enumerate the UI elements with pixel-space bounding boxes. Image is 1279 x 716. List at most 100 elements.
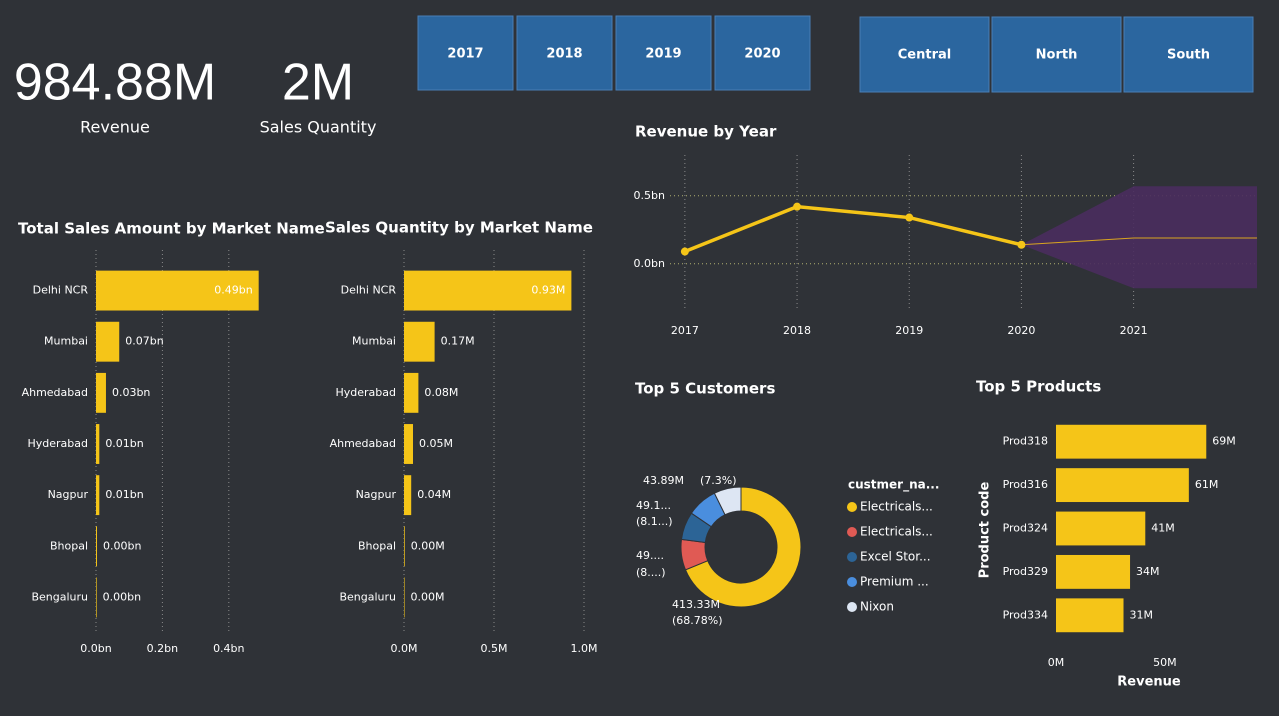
kpi-label: Sales Quantity	[260, 118, 377, 137]
year-button[interactable]	[417, 15, 514, 91]
year-button-label[interactable]: 2017	[447, 47, 483, 62]
bar	[96, 321, 120, 362]
bar	[404, 526, 405, 567]
x-tick-label: 0.0M	[391, 642, 418, 655]
x-tick-label: 1.0M	[571, 642, 598, 655]
point	[793, 202, 802, 211]
value-label: 0.04M	[417, 488, 451, 501]
kpi-label: Revenue	[80, 118, 150, 137]
year-button[interactable]	[615, 15, 712, 91]
legend-label[interactable]: Electricals...	[860, 525, 933, 539]
bar	[404, 475, 412, 516]
kpi-value: 2M	[282, 54, 354, 112]
value-label: 43.89M	[643, 474, 684, 487]
zone-button[interactable]	[991, 16, 1122, 93]
value-label: 41M	[1151, 522, 1175, 535]
point	[680, 247, 689, 256]
bar	[1056, 554, 1131, 589]
x-tick-label: 2021	[1120, 324, 1148, 337]
legend-swatch[interactable]	[847, 502, 857, 512]
value-label: 0.01bn	[105, 488, 143, 501]
category-label: Prod334	[1003, 608, 1048, 621]
x-tick-label: 2020	[1007, 324, 1035, 337]
legend-swatch[interactable]	[847, 577, 857, 587]
value-label: 49....	[636, 549, 664, 562]
zone-button-label[interactable]: Central	[898, 48, 951, 63]
value-label: 0.93M	[531, 284, 565, 297]
chart-title: Top 5 Products	[976, 378, 1101, 396]
year-button-label[interactable]: 2020	[744, 47, 780, 62]
zone-button[interactable]	[1123, 16, 1254, 93]
bar	[1056, 598, 1124, 633]
legend-label[interactable]: Premium ...	[860, 575, 929, 589]
value-label: 61M	[1195, 478, 1219, 491]
legend-label[interactable]: Electricals...	[860, 500, 933, 514]
x-tick-label: 0.0bn	[80, 642, 111, 655]
value-label: 0.05M	[419, 437, 453, 450]
x-tick-label: 0.2bn	[147, 642, 178, 655]
bar	[96, 372, 106, 413]
donut-slice	[684, 486, 802, 608]
bar	[404, 270, 572, 311]
value-label: 413.33M	[672, 598, 720, 611]
category-label: Hyderabad	[28, 437, 89, 450]
bar	[404, 372, 419, 413]
bar	[404, 424, 413, 464]
category-label: Prod318	[1003, 435, 1048, 448]
value-label: 34M	[1136, 565, 1160, 578]
x-tick-label: 0.5M	[481, 642, 508, 655]
value-label: 0.00bn	[103, 539, 141, 552]
chart-title: Revenue by Year	[635, 123, 777, 141]
year-button[interactable]	[714, 15, 811, 91]
bar	[1056, 511, 1146, 546]
zone-button[interactable]	[859, 16, 990, 93]
value-label: 0.00bn	[103, 590, 141, 603]
percent-label: (8.1...)	[636, 515, 673, 528]
year-button[interactable]	[516, 15, 613, 91]
x-tick-label: 0.4bn	[213, 642, 244, 655]
legend-swatch[interactable]	[847, 527, 857, 537]
category-label: Delhi NCR	[341, 284, 397, 297]
category-label: Prod329	[1003, 565, 1048, 578]
category-label: Bhopal	[358, 539, 396, 552]
donut-slice	[713, 486, 742, 516]
chart-title: Sales Quantity by Market Name	[325, 219, 593, 237]
category-label: Nagpur	[356, 488, 397, 501]
percent-label: (7.3%)	[700, 474, 737, 487]
value-label: 31M	[1130, 608, 1154, 621]
category-label: Ahmedabad	[330, 437, 396, 450]
legend-label[interactable]: Excel Stor...	[860, 550, 931, 564]
category-label: Bengaluru	[339, 590, 396, 603]
forecast-band	[1021, 186, 1257, 289]
bar	[96, 270, 259, 311]
value-label: 69M	[1212, 435, 1236, 448]
point	[905, 213, 914, 222]
legend-swatch[interactable]	[847, 602, 857, 612]
category-label: Bhopal	[50, 539, 88, 552]
value-label: 0.00M	[411, 539, 445, 552]
year-button-label[interactable]: 2018	[546, 47, 582, 62]
legend-label[interactable]: Nixon	[860, 600, 894, 614]
value-label: 0.00M	[411, 590, 445, 603]
category-label: Bengaluru	[31, 590, 88, 603]
category-label: Ahmedabad	[22, 386, 88, 399]
x-tick-label: 2019	[895, 324, 923, 337]
year-button-label[interactable]: 2019	[645, 47, 681, 62]
value-label: 0.07bn	[125, 335, 163, 348]
y-axis-title: Product code	[978, 482, 993, 579]
value-label: 0.08M	[424, 386, 458, 399]
zone-button-label[interactable]: South	[1167, 48, 1210, 63]
kpi-value: 984.88M	[14, 54, 216, 112]
zone-button-label[interactable]: North	[1036, 48, 1078, 63]
legend-swatch[interactable]	[847, 552, 857, 562]
chart-title: Total Sales Amount by Market Name	[18, 220, 325, 238]
x-tick-label: 2017	[671, 324, 699, 337]
bar	[96, 424, 100, 464]
category-label: Hyderabad	[336, 386, 397, 399]
x-tick-label: 2018	[783, 324, 811, 337]
bar	[404, 321, 435, 362]
bar	[96, 475, 100, 516]
bar	[1056, 424, 1207, 459]
